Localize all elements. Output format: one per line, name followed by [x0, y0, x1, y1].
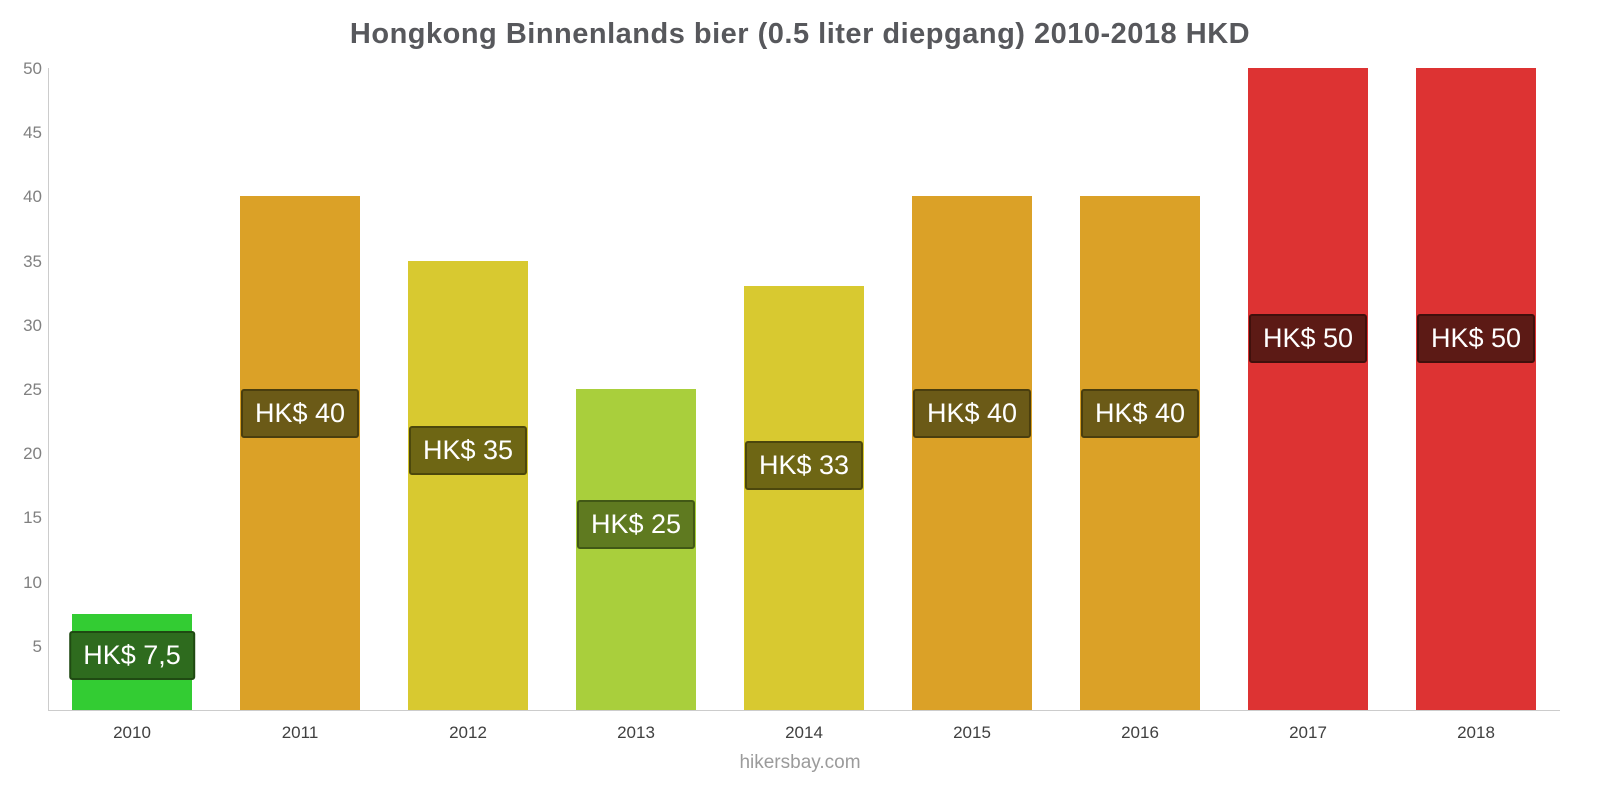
- bar: [1080, 196, 1200, 710]
- bar-value-label: HK$ 35: [408, 425, 528, 475]
- y-tick-label: 25: [23, 380, 42, 399]
- bar-value-label: HK$ 50: [1416, 314, 1536, 364]
- x-tick-label: 2013: [617, 723, 655, 742]
- x-tick-label: 2016: [1121, 723, 1159, 742]
- y-tick-label: 30: [23, 315, 42, 335]
- x-tick-label: 2012: [449, 723, 487, 742]
- x-tick-label: 2017: [1289, 723, 1327, 742]
- y-tick-label: 20: [23, 444, 42, 464]
- bar: [1416, 68, 1536, 710]
- bar-value-label: HK$ 40: [1080, 388, 1200, 438]
- watermark-footer: hikersbay.com: [739, 752, 861, 773]
- bar-value-label: HK$ 40: [912, 388, 1032, 438]
- y-tick-label: 5: [32, 636, 42, 656]
- x-tick-label: 2015: [953, 723, 991, 742]
- bar-value-label: HK$ 40: [240, 388, 360, 438]
- x-tick-label: 2014: [785, 723, 823, 742]
- y-tick-label: 50: [23, 59, 42, 78]
- bar: [240, 196, 360, 710]
- y-tick-label: 40: [23, 187, 42, 207]
- bar-value-label: HK$ 33: [744, 440, 864, 490]
- bar: [576, 389, 696, 710]
- bar-value-label: HK$ 7,5: [69, 630, 195, 680]
- bar: [912, 196, 1032, 710]
- y-tick-label: 15: [23, 508, 42, 528]
- bar: [408, 260, 528, 710]
- y-axis-line: [48, 68, 49, 710]
- bar: [1248, 68, 1368, 710]
- bar-value-label: HK$ 25: [576, 500, 696, 550]
- y-tick-label: 35: [23, 251, 42, 271]
- x-tick-label: 2011: [281, 723, 319, 742]
- bar-value-label: HK$ 50: [1248, 314, 1368, 364]
- x-tick-label: 2010: [113, 723, 151, 742]
- x-tick-label: 2018: [1457, 723, 1495, 742]
- chart-title: Hongkong Binnenlands bier (0.5 liter die…: [349, 18, 1251, 50]
- y-tick-label: 45: [23, 123, 42, 143]
- bar: [744, 286, 864, 710]
- y-tick-label: 10: [23, 572, 42, 592]
- x-axis-line: [48, 710, 1560, 711]
